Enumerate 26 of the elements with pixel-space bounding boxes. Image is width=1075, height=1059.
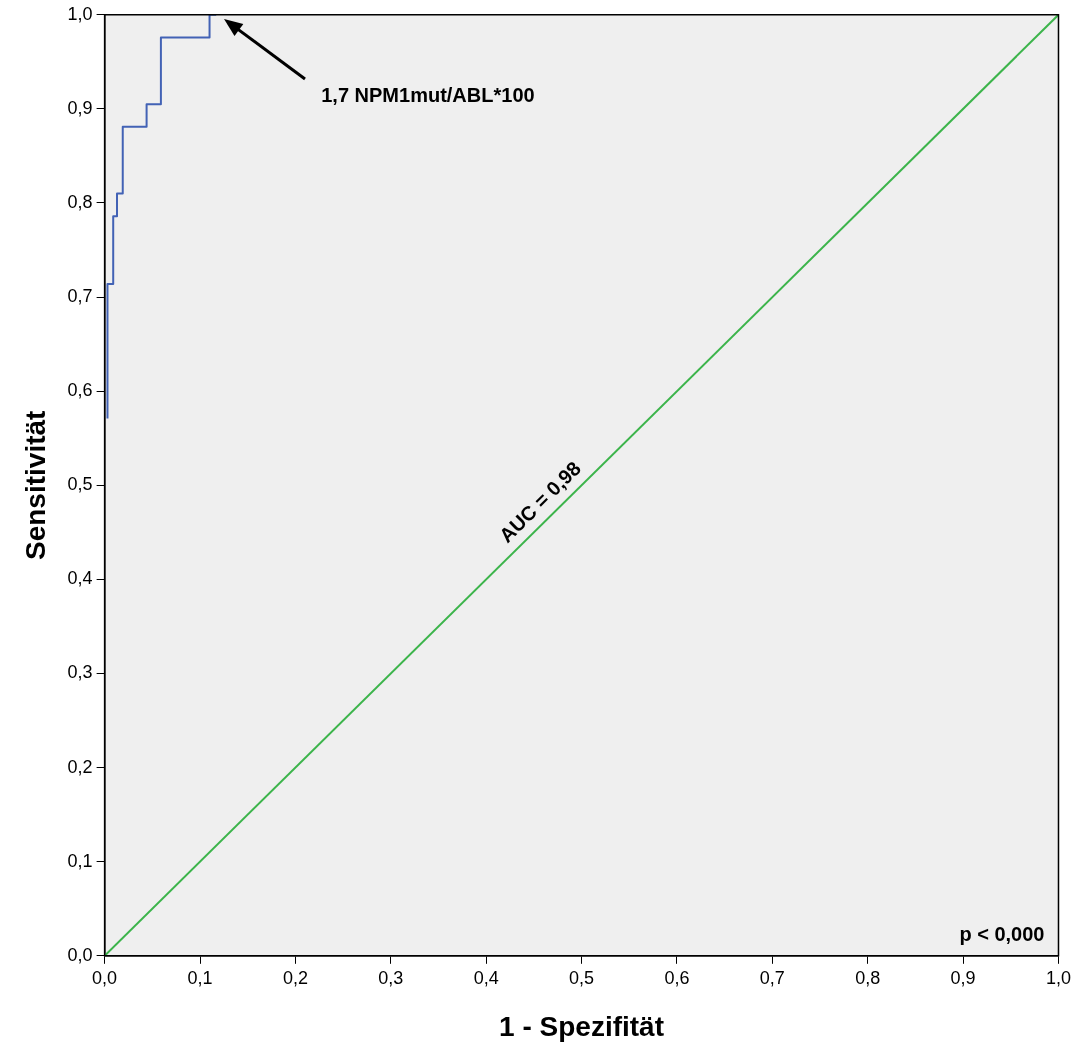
y-tick-label: 0,1 [67, 850, 93, 871]
y-tick-label: 0,2 [67, 756, 93, 777]
x-tick-label: 0,3 [378, 967, 404, 988]
y-tick-label: 0,0 [67, 944, 93, 965]
x-tick-label: 0,2 [282, 967, 308, 988]
y-tick-label: 0,3 [67, 662, 93, 683]
x-tick-label: 0,7 [759, 967, 785, 988]
annotation: p < 0,000 [959, 923, 1045, 946]
x-tick-label: 1,0 [1045, 967, 1071, 988]
x-tick-label: 0,8 [855, 967, 881, 988]
y-tick-label: 0,8 [67, 191, 93, 212]
y-tick-label: 0,4 [67, 568, 93, 589]
y-axis-title: Sensitivität [19, 410, 51, 560]
y-tick-label: 1,0 [67, 3, 93, 24]
y-tick-label: 0,7 [67, 286, 93, 307]
x-tick-label: 0,0 [92, 967, 118, 988]
y-tick-label: 0,5 [67, 474, 93, 495]
x-tick-label: 0,6 [664, 967, 690, 988]
y-tick-label: 0,9 [67, 97, 93, 118]
x-axis-title: 1 - Spezifität [499, 1010, 665, 1042]
x-tick-label: 0,4 [473, 967, 499, 988]
annotation: 1,7 NPM1mut/ABL*100 [321, 84, 535, 107]
y-tick-label: 0,6 [67, 380, 93, 401]
x-tick-label: 0,5 [569, 967, 595, 988]
x-tick-label: 0,9 [950, 967, 976, 988]
x-tick-label: 0,1 [187, 967, 213, 988]
